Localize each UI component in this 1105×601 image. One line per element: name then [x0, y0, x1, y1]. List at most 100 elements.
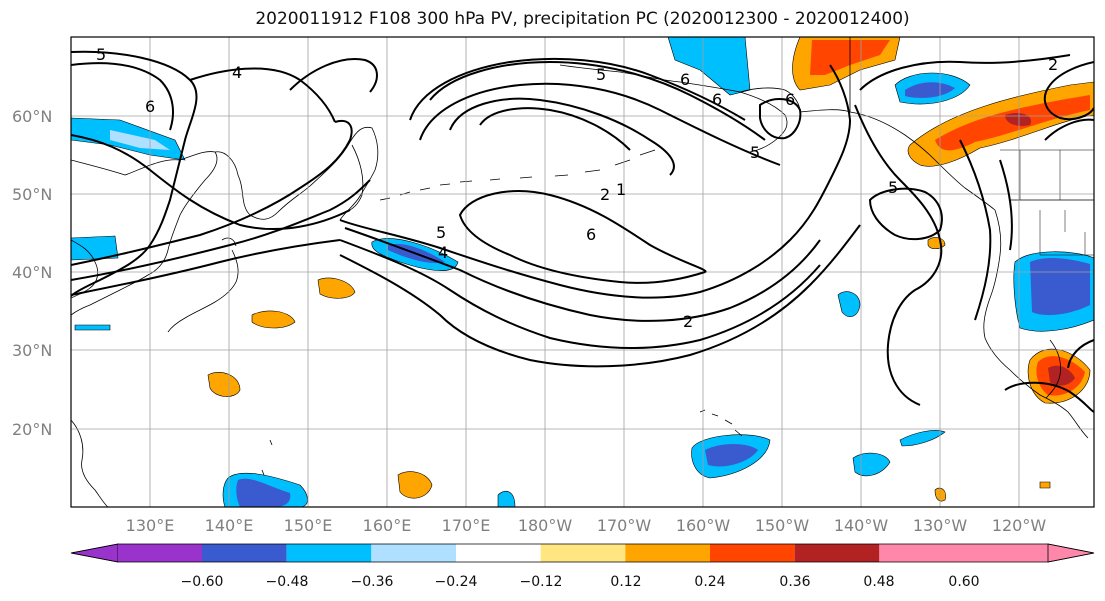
- precip-negative-patch: [899, 430, 946, 447]
- precip-positive-patch: [397, 471, 433, 499]
- colorbar-tick-label: 0.36: [779, 574, 810, 590]
- contour-labels: 5 4 6 5 6 6 5 2 1 6 2 5 4 5 6 2: [96, 45, 1058, 331]
- colorbar-tick-label: 0.12: [610, 574, 641, 590]
- lon-label: 150°E: [284, 516, 333, 535]
- colorbar-segment: [625, 544, 710, 562]
- pv-contour: [1067, 339, 1094, 369]
- contour-label: 2: [1048, 55, 1058, 74]
- pv-contour: [71, 120, 353, 266]
- pv-contour: [999, 159, 1013, 251]
- lon-label: 130°E: [126, 516, 175, 535]
- colorbar-tick-label: 0.60: [948, 574, 979, 590]
- pv-contour: [759, 98, 802, 140]
- coastline-kamchatka: [344, 144, 364, 213]
- colorbar-tick-label: −0.12: [520, 574, 563, 590]
- lon-label: 150°W: [755, 516, 810, 535]
- lat-label: 60°N: [12, 107, 52, 126]
- lon-label: 160°W: [676, 516, 731, 535]
- colorbar-segment: [964, 544, 1048, 562]
- pv-contour: [339, 224, 861, 368]
- pv-contour: [458, 190, 707, 284]
- contour-label: 5: [888, 178, 898, 197]
- pv-contour: [419, 82, 781, 166]
- pv-contour: [339, 239, 821, 350]
- pv-contour: [344, 227, 821, 322]
- lon-label: 120°W: [992, 516, 1047, 535]
- colorbar-tick-label: −0.60: [181, 574, 224, 590]
- pv-contour: [479, 107, 631, 151]
- precip-positive-patch: [1039, 481, 1051, 489]
- lon-label: 130°W: [913, 516, 968, 535]
- colorbar-segment: [540, 544, 626, 562]
- lat-label: 50°N: [12, 185, 52, 204]
- pv-contour: [429, 60, 766, 141]
- colorbar-segment: [794, 544, 880, 562]
- colorbar-extend-low: [70, 543, 119, 563]
- contour-label: 4: [438, 243, 448, 262]
- colorbar-segment: [371, 544, 456, 562]
- lon-label: 180°W: [518, 516, 573, 535]
- pv-contour: [1004, 381, 1094, 413]
- colorbar-segment: [710, 544, 795, 562]
- contour-label: 1: [616, 180, 626, 199]
- pv-contour: [854, 104, 943, 406]
- contour-label: 6: [680, 70, 690, 89]
- pv-contour: [959, 139, 992, 321]
- pv-contour: [1044, 118, 1094, 141]
- pv-contour: [339, 64, 852, 299]
- colorbar: [70, 543, 1095, 563]
- colorbar-segment: [879, 544, 964, 562]
- lat-label: 30°N: [12, 341, 52, 360]
- lat-label: 40°N: [12, 263, 52, 282]
- precip-positive-patch: [251, 310, 296, 329]
- precip-negative-patch: [667, 37, 751, 96]
- lon-label: 170°E: [442, 516, 491, 535]
- longitude-labels: 130°E 140°E 150°E 160°E 170°E 180°W 170°…: [126, 516, 1047, 535]
- contour-label: 5: [596, 65, 606, 84]
- colorbar-segment: [286, 544, 372, 562]
- contour-label: 5: [750, 143, 760, 162]
- contour-label: 2: [600, 185, 610, 204]
- colorbar-segment: [118, 544, 202, 562]
- lon-label: 170°W: [597, 516, 652, 535]
- lon-label: 140°E: [205, 516, 254, 535]
- contour-label: 2: [683, 312, 693, 331]
- precip-negative-patch: [71, 235, 119, 261]
- pv-contour: [71, 179, 371, 281]
- precip-negative-patch: [837, 291, 861, 318]
- pv-contour: [71, 62, 174, 131]
- colorbar-tick-label: 0.24: [694, 574, 725, 590]
- coastline-japan: [167, 249, 239, 333]
- colorbar-tick-label: 0.48: [863, 574, 894, 590]
- pv-contour: [449, 97, 675, 176]
- pv-contour: [868, 187, 943, 241]
- coastline-hawaii: [699, 409, 743, 437]
- precip-positive-patch: [207, 371, 241, 397]
- pv-contour: [189, 67, 336, 123]
- lon-label: 160°E: [363, 516, 412, 535]
- map-title: 2020011912 F108 300 hPa PV, precipitatio…: [255, 9, 910, 29]
- pv-contours: [71, 50, 1094, 413]
- lat-label: 20°N: [12, 420, 52, 439]
- contour-label: 4: [232, 63, 242, 82]
- contour-label: 5: [436, 223, 446, 242]
- pv-contour: [409, 57, 746, 121]
- border-lines: [1000, 149, 1094, 256]
- contour-label: 5: [96, 45, 106, 64]
- colorbar-tick-label: −0.36: [351, 574, 394, 590]
- contour-label: 6: [586, 225, 596, 244]
- latitude-labels: 60°N 50°N 40°N 30°N 20°N: [12, 107, 52, 439]
- pv-contour: [1043, 61, 1094, 121]
- pv-contour: [71, 239, 341, 296]
- contour-label: 6: [712, 90, 722, 109]
- pv-contour: [289, 58, 378, 93]
- colorbar-tick-label: −0.48: [266, 574, 309, 590]
- pv-contour: [71, 134, 351, 231]
- contour-label: 6: [145, 97, 155, 116]
- colorbar-frame: [70, 543, 1095, 563]
- colorbar-ticks: −0.60 −0.48 −0.36 −0.24 −0.12 0.12 0.24 …: [181, 574, 980, 590]
- pv-contour: [859, 54, 1071, 91]
- map-frame: [70, 36, 1095, 508]
- precip-negative-patch: [497, 490, 516, 507]
- precip-negative-patch: [74, 324, 111, 331]
